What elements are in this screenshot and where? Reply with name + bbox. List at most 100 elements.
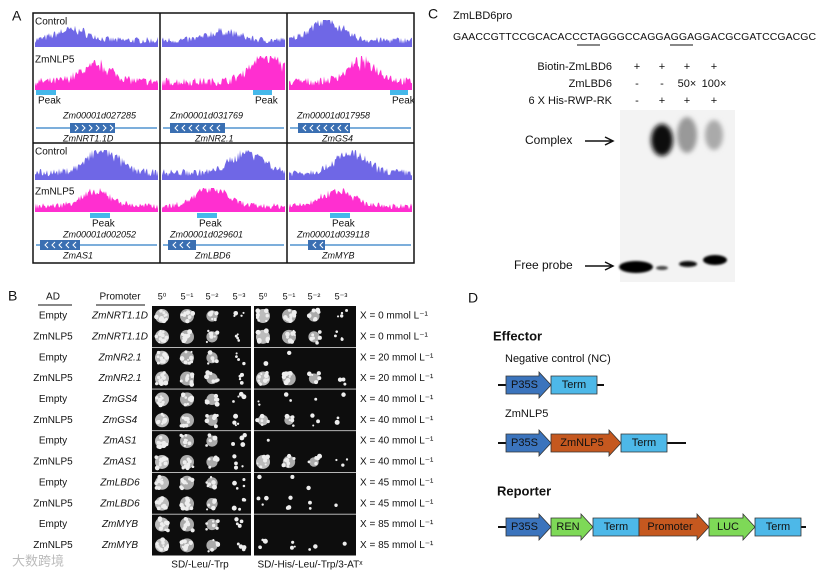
gene-box [40,240,80,250]
colony [182,313,187,317]
colony [308,500,312,505]
promoter-label: ZmMYB [101,519,138,530]
band [705,120,723,150]
condition-label: X = 45 mmol L⁻¹ [360,477,434,488]
colony [289,313,293,317]
strand-chevron [195,124,200,132]
colony [184,416,189,421]
colony [183,360,188,365]
colony [241,547,246,552]
colony [259,382,263,386]
colony [158,436,163,440]
strand-chevron [302,124,307,132]
colony [158,378,163,384]
colony [260,423,264,426]
promoter-label: ZmAS1 [102,457,136,468]
colony [287,453,292,459]
plate [254,306,356,347]
colony [161,440,166,445]
colony [159,458,164,463]
colony [315,307,321,313]
condition-label: X = 40 mmol L⁻¹ [360,436,434,447]
colony [180,313,184,317]
plate [152,431,251,473]
construct-part [620,433,668,453]
colony [205,414,209,418]
dilution-label: 5⁻² [206,291,219,301]
strand-chevron [202,124,207,132]
colony [288,308,291,312]
colony [256,462,259,465]
colony [256,309,260,313]
ad-label: Empty [39,394,67,405]
colony [212,499,216,503]
track-label: ZmNLP5 [35,187,75,198]
colony [215,519,220,524]
colony [162,503,167,508]
colony [211,317,214,321]
colony [189,360,194,364]
colony [154,481,158,486]
colony [314,461,318,466]
colony [257,474,262,480]
strand-chevron [95,124,100,132]
construct-part [708,512,756,542]
promoter-label: ZmAS1 [102,436,136,447]
colony [340,311,344,315]
colony [260,419,264,423]
colony [235,355,238,358]
colony [191,465,195,469]
colony [183,523,187,527]
ad-label: ZmNLP5 [33,331,73,342]
colony [155,396,159,400]
colony [237,395,240,398]
construct-part [754,517,802,537]
colony [180,486,184,491]
colony [213,393,219,399]
strand-chevron [323,124,328,132]
strand-chevron [181,124,186,132]
colony [182,460,187,465]
colony [158,402,163,408]
signal-track [289,188,412,212]
strand-chevron [174,124,179,132]
colony [190,350,193,354]
colony [155,541,159,546]
colony [287,350,292,356]
colony [256,338,262,343]
promoter-label: ZmGS4 [102,415,138,426]
ad-label: ZmNLP5 [33,415,73,426]
colony [184,506,189,511]
band-label: Free probe [514,258,573,272]
colony [293,334,296,337]
colony [211,480,216,485]
colony [341,392,346,397]
gene-id: Zm00001d039118 [296,229,369,239]
peak-label: Peak [255,96,279,107]
colony [185,378,189,382]
colony [204,399,208,403]
colony [163,546,169,552]
colony [239,381,244,385]
signal-track [35,59,158,90]
colony [262,378,268,383]
colony [183,440,188,445]
colony [165,457,169,461]
colony [157,476,160,479]
colony [205,508,209,511]
lane-mark: + [659,95,665,107]
colony [209,334,214,339]
colony [159,395,163,398]
colony [242,311,245,314]
colony [313,318,316,322]
colony [161,541,165,545]
colony [207,550,210,553]
band [656,266,668,270]
strand-chevron [88,124,93,132]
colony [261,454,267,460]
strand-chevron [309,124,314,132]
colony [340,314,344,318]
colony [162,352,167,357]
colony [160,412,164,416]
